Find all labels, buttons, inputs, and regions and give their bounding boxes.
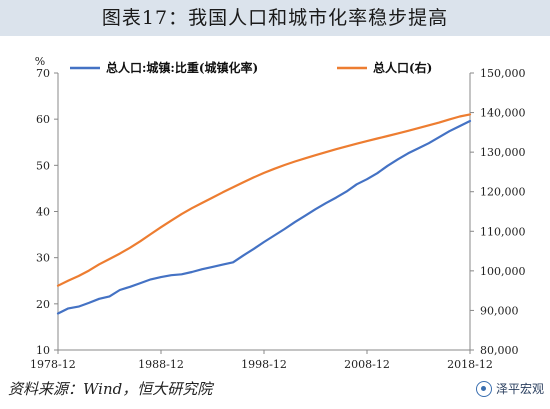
left-tick-label: 30 [36,252,50,265]
source-note: 资料来源：Wind，恒大研究院 [8,380,213,398]
right-tick-label: 80,000 [480,344,519,357]
right-tick-label: 140,000 [480,107,526,120]
left-tick-label: 70 [36,67,50,80]
wechat-icon [475,380,492,397]
right-tick-label: 130,000 [480,146,526,159]
left-tick-label: 20 [36,298,50,311]
legend-label-0: 总人口:城镇:比重(城镇化率) [106,60,258,75]
chart-title: 图表17：我国人口和城市化率稳步提高 [0,0,550,36]
x-tick-label: 1988-12 [138,358,184,371]
x-tick-label: 2018-12 [447,358,493,371]
left-tick-label: 10 [36,344,50,357]
left-axis-unit: % [35,55,45,68]
chart-svg: 10 20 30 40 50 60 70% 80,000 90,000 100,000 110,00… [30,55,526,371]
x-tick-label: 2008-12 [344,358,390,371]
watermark-label: 泽平宏观 [495,382,544,396]
legend-label-1: 总人口(右) [373,60,432,75]
left-tick-label: 40 [36,206,50,219]
right-tick-label: 110,000 [480,225,526,238]
right-tick-label: 100,000 [480,265,526,278]
left-tick-label: 50 [36,159,50,172]
right-tick-label: 90,000 [480,304,519,317]
right-tick-label: 150,000 [480,67,526,80]
left-tick-label: 60 [36,113,50,126]
series-line-0 [56,119,472,315]
right-tick-label: 120,000 [480,186,526,199]
x-tick-label: 1978-12 [30,358,76,371]
watermark: 泽平宏观 [475,380,544,397]
x-tick-label: 1998-12 [241,358,287,371]
series-line-1 [56,113,472,287]
chart-area: 10 20 30 40 50 60 70% 80,000 90,000 100,000 110,00… [0,36,550,376]
